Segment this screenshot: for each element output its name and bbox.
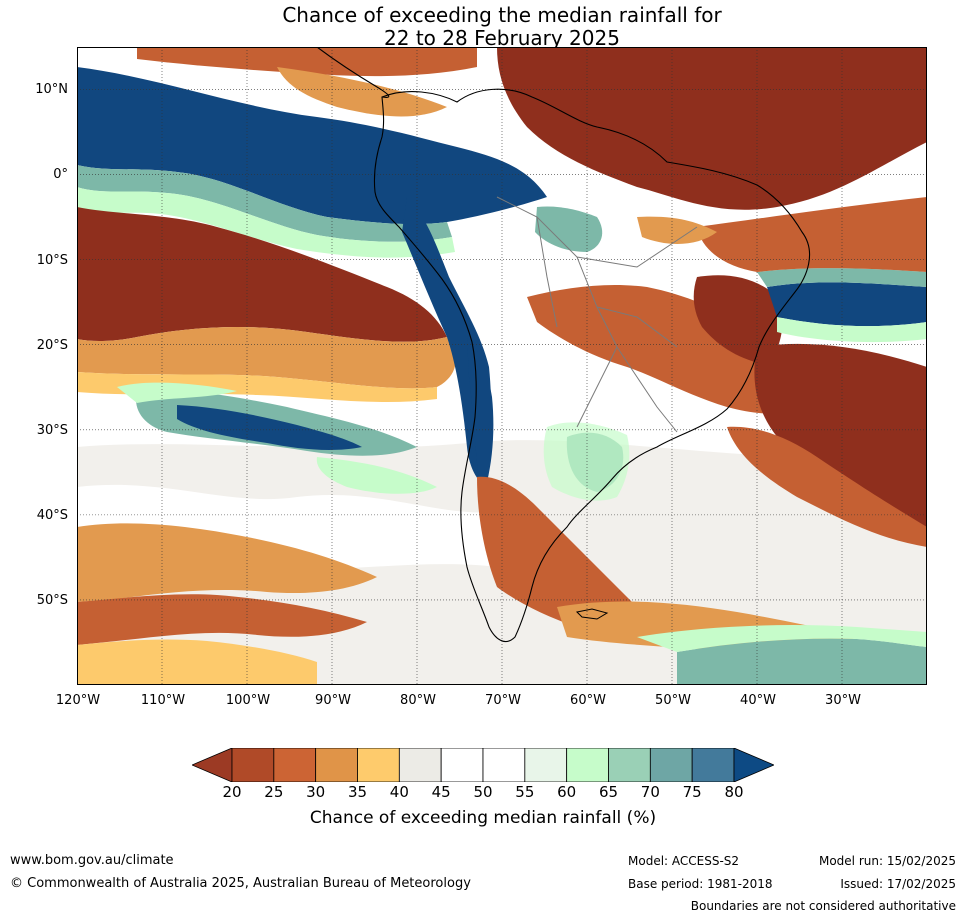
colorbar-segment [691,748,735,782]
wet-band-pale [77,187,455,258]
colorbar-extend-low [192,748,233,782]
colorbar-tick-label: 60 [557,783,577,801]
wet-central-sa [535,206,603,252]
colorbar-tick-label: 40 [389,783,409,801]
colorbar-segment [524,748,568,782]
colorbar-segment [315,748,358,782]
colorbar-tick-label: 30 [306,783,326,801]
lat-label-50s: 50°S [36,593,68,608]
lon-label-50w: 50°W [655,693,691,708]
wet-andes-strip [402,197,492,487]
lat-label-30s: 30°S [36,423,68,438]
lat-label-10n: 10°N [35,82,68,97]
wet-mid-pacific-core [177,405,362,450]
colorbar-tick-label: 65 [598,783,619,801]
wet-mid-pacific-pale [117,382,237,403]
footer-model-run: Model run: 15/02/2025 [818,854,956,868]
colorbar-segment [608,748,651,782]
wet-atlantic-pale [777,317,927,343]
colorbar-segment [357,748,400,782]
wet-se-atlantic-pale [637,625,927,652]
footer-issued: Issued: 17/02/2025 [840,877,956,891]
wet-se-atlantic [677,638,927,685]
colorbar-tick-label: 80 [724,783,744,801]
lat-label-0: 0° [53,167,68,182]
title-line-2: 22 to 28 February 2025 [384,26,620,50]
map-canvas [77,47,927,685]
colorbar-segment [566,748,609,782]
lat-label-10s: 10°S [36,253,68,268]
falkland-islands [575,608,609,620]
dry-pacific-fringe [77,326,456,389]
dry-southern-band [77,523,377,602]
dry-se-pacific [77,207,447,342]
dry-atlantic [754,343,927,527]
colorbar-segment [649,748,693,782]
dry-north-pale [277,67,447,117]
map-frame [77,47,927,685]
colorbar-tick-label: 70 [640,783,660,801]
lon-label-110w: 110°W [140,693,186,708]
colorbar-tick-label: 55 [515,783,535,801]
dry-north-strip [137,47,477,77]
colorbar-segment [440,748,484,782]
colorbar-tick-label: 50 [473,783,493,801]
lat-label-40s: 40°S [36,508,68,523]
footer-model: Model: ACCESS-S2 [628,854,740,868]
wet-uruguay-pale [543,422,630,501]
map-title: Chance of exceeding the median rainfall … [77,4,927,50]
colorbar [192,748,774,782]
central-america-coastline [316,47,390,98]
footer-base-period: Base period: 1981-2018 [628,877,773,891]
rainfall-map [77,47,927,685]
dry-patagonia [477,476,657,634]
dry-pacific-pale [77,372,437,403]
lon-label-90w: 90°W [315,693,351,708]
lat-label-20s: 20°S [36,338,68,353]
dry-southern-core [77,594,367,645]
wet-equatorial-band [77,67,547,225]
wet-atlantic-fringe [757,268,927,287]
colorbar-extend-high [733,748,774,782]
dry-brazil-core [693,275,783,365]
colorbar-tick-label: 75 [682,783,702,801]
lon-label-30w: 30°W [825,693,861,708]
colorbar-tick-label: 25 [264,783,284,801]
dry-atlantic-fringe [727,426,927,547]
lon-label-120w: 120°W [55,693,101,708]
colorbar-segment [273,748,317,782]
colorbar-tick-label: 20 [222,783,242,801]
colorbar-tick-label: 35 [347,783,368,801]
lon-label-40w: 40°W [740,693,776,708]
title-line-1: Chance of exceeding the median rainfall … [282,3,722,27]
dry-central-sa [527,285,807,414]
dry-atlantic-pale [637,216,717,244]
dry-north-atlantic [697,197,927,272]
lon-label-70w: 70°W [485,693,521,708]
wet-andes-core [467,337,494,482]
footer-url: www.bom.gov.au/climate [10,853,174,868]
country-borders [496,196,698,433]
wet-atlantic-north [767,282,927,327]
colorbar-segment [398,748,442,782]
south-america-coastline [373,88,811,642]
wet-band-edge [77,165,452,242]
lon-label-60w: 60°W [570,693,606,708]
lon-label-100w: 100°W [225,693,271,708]
colorbar-segment [482,748,526,782]
lon-label-80w: 80°W [400,693,436,708]
colorbar-title: Chance of exceeding median rainfall (%) [309,808,657,828]
wet-pacific-pale-2 [316,457,437,494]
colorbar-segment [231,748,275,782]
footer-copyright: © Commonwealth of Australia 2025, Austra… [10,876,471,891]
dry-southern-pale [77,639,317,685]
colorbar-tick-label: 45 [431,783,451,801]
footer-disclaimer: Boundaries are not considered authoritat… [690,899,956,913]
dry-northeast [497,47,927,210]
map-gridlines [77,47,927,685]
